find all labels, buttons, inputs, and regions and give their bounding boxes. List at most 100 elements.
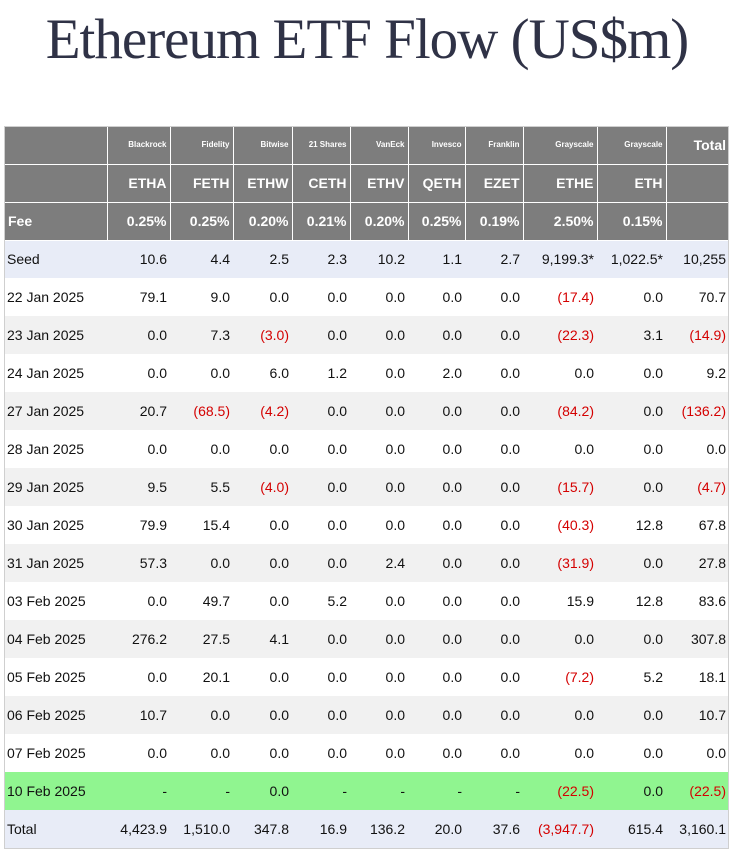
- flow-cell: 0.0: [170, 430, 233, 468]
- table-row: 27 Jan 2025 20.7 (68.5) (4.2) 0.0 0.0 0.0 0.0 (8…: [4, 392, 729, 430]
- flow-cell: 0.0: [597, 620, 666, 658]
- flow-cell: -: [107, 772, 170, 810]
- flow-cell: 0.0: [292, 544, 350, 582]
- flow-cell: 0.0: [465, 734, 523, 772]
- row-total-cell: 10,255: [666, 240, 729, 278]
- flow-cell: 12.8: [597, 506, 666, 544]
- flow-cell: 20.1: [170, 658, 233, 696]
- table-row: 23 Jan 2025 0.0 7.3 (3.0) 0.0 0.0 0.0 0.0 (22.3)…: [4, 316, 729, 354]
- flow-cell: 0.0: [523, 734, 597, 772]
- flow-cell: 0.0: [292, 506, 350, 544]
- flow-cell: 0.0: [350, 392, 408, 430]
- flow-cell: 0.0: [465, 544, 523, 582]
- row-label: 23 Jan 2025: [4, 316, 107, 354]
- flow-cell: 0.0: [233, 772, 292, 810]
- flow-cell: 15.9: [523, 582, 597, 620]
- flow-cell: 0.0: [465, 620, 523, 658]
- flow-cell: 0.0: [350, 506, 408, 544]
- flow-cell: 0.0: [233, 544, 292, 582]
- flow-cell: 0.0: [597, 544, 666, 582]
- flow-cell: 15.4: [170, 506, 233, 544]
- fee-cell: 0.21%: [291, 202, 350, 241]
- flow-cell: 37.6: [465, 810, 523, 848]
- flow-cell: -: [465, 772, 523, 810]
- fee-row: Fee 0.25% 0.25% 0.20% 0.21% 0.20% 0.25% …: [4, 202, 729, 241]
- flow-cell: 615.4: [597, 810, 666, 848]
- row-total-cell: 3,160.1: [666, 810, 729, 848]
- issuer-corner-cell: [4, 126, 107, 165]
- flow-cell: 9,199.3*: [523, 240, 597, 278]
- row-total-cell: (136.2): [666, 392, 729, 430]
- fee-cell: 0.20%: [232, 202, 292, 241]
- ticker-corner-cell: [4, 164, 107, 203]
- flow-cell: 0.0: [233, 430, 292, 468]
- flow-cell: (3.0): [233, 316, 292, 354]
- flow-cell: 5.5: [170, 468, 233, 506]
- flow-cell: 0.0: [408, 278, 465, 316]
- flow-cell: 7.3: [170, 316, 233, 354]
- flow-cell: 0.0: [107, 582, 170, 620]
- row-total-cell: (22.5): [666, 772, 729, 810]
- table-row: 24 Jan 2025 0.0 0.0 6.0 1.2 0.0 2.0 0.0 0.0 0.0 9.…: [4, 354, 729, 392]
- row-total-cell: 83.6: [666, 582, 729, 620]
- flow-cell: 0.0: [107, 734, 170, 772]
- fee-cell: 0.19%: [464, 202, 523, 241]
- flow-cell: 0.0: [107, 658, 170, 696]
- flow-cell: 16.9: [292, 810, 350, 848]
- row-total-cell: (4.7): [666, 468, 729, 506]
- flow-cell: (84.2): [523, 392, 597, 430]
- flow-cell: 0.0: [465, 316, 523, 354]
- fee-cell: 2.50%: [522, 202, 597, 241]
- flow-cell: 0.0: [465, 354, 523, 392]
- row-total-cell: 307.8: [666, 620, 729, 658]
- flow-cell: 136.2: [350, 810, 408, 848]
- table-row: 04 Feb 2025 276.2 27.5 4.1 0.0 0.0 0.0 0.0 0.0 0.…: [4, 620, 729, 658]
- flow-cell: 0.0: [350, 620, 408, 658]
- flow-cell: 1,022.5*: [597, 240, 666, 278]
- flow-cell: 49.7: [170, 582, 233, 620]
- ticker-cell: QETH: [407, 164, 465, 203]
- flow-cell: -: [350, 772, 408, 810]
- etf-flow-table-container: Blackrock Fidelity Bitwise 21 Shares Van…: [4, 126, 729, 848]
- flow-cell: 0.0: [292, 392, 350, 430]
- row-label: 07 Feb 2025: [4, 734, 107, 772]
- flow-cell: 0.0: [292, 278, 350, 316]
- flow-cell: 0.0: [523, 620, 597, 658]
- flow-cell: 20.7: [107, 392, 170, 430]
- flow-cell: 20.0: [408, 810, 465, 848]
- flow-cell: (4.2): [233, 392, 292, 430]
- row-label: 24 Jan 2025: [4, 354, 107, 392]
- ticker-cell: ETHW: [232, 164, 292, 203]
- table-body: Seed 10.6 4.4 2.5 2.3 10.2 1.1 2.7 9,199.3* 1,022…: [4, 240, 729, 848]
- flow-cell: 0.0: [465, 430, 523, 468]
- table-row: 28 Jan 2025 0.0 0.0 0.0 0.0 0.0 0.0 0.0 0.0 0.0 0.…: [4, 430, 729, 468]
- fee-label: Fee: [4, 202, 107, 241]
- issuer-cell: Fidelity: [169, 126, 233, 165]
- row-label: 04 Feb 2025: [4, 620, 107, 658]
- ticker-row: ETHA FETH ETHW CETH ETHV QETH EZET ETHE …: [4, 164, 729, 203]
- row-label: 05 Feb 2025: [4, 658, 107, 696]
- flow-cell: 2.7: [465, 240, 523, 278]
- row-label: 22 Jan 2025: [4, 278, 107, 316]
- row-total-cell: 70.7: [666, 278, 729, 316]
- ticker-total-blank: [665, 164, 729, 203]
- flow-cell: (4.0): [233, 468, 292, 506]
- flow-cell: 276.2: [107, 620, 170, 658]
- issuer-cell: Invesco: [407, 126, 465, 165]
- flow-cell: 0.0: [170, 734, 233, 772]
- flow-cell: 0.0: [350, 468, 408, 506]
- flow-cell: 0.0: [597, 734, 666, 772]
- flow-cell: 0.0: [233, 582, 292, 620]
- ticker-cell: ETHA: [106, 164, 170, 203]
- ticker-cell: FETH: [169, 164, 233, 203]
- flow-cell: 1.1: [408, 240, 465, 278]
- flow-cell: 0.0: [292, 430, 350, 468]
- row-label: Total: [4, 810, 107, 848]
- flow-cell: (22.3): [523, 316, 597, 354]
- row-total-cell: 0.0: [666, 430, 729, 468]
- flow-cell: 0.0: [465, 658, 523, 696]
- issuer-row: Blackrock Fidelity Bitwise 21 Shares Van…: [4, 126, 729, 165]
- etf-flow-table: Blackrock Fidelity Bitwise 21 Shares Van…: [4, 126, 729, 848]
- issuer-cell: Grayscale: [596, 126, 666, 165]
- flow-cell: 1,510.0: [170, 810, 233, 848]
